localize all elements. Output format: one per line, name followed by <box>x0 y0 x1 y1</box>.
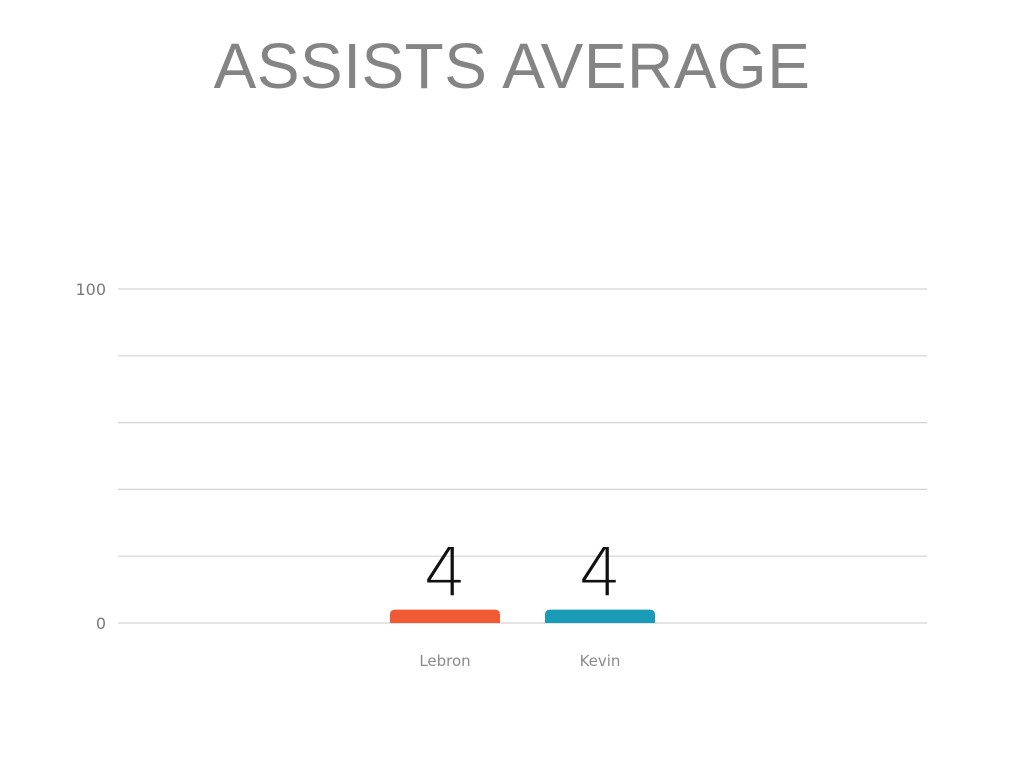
x-category-label: Lebron <box>419 652 470 670</box>
bars <box>390 609 655 623</box>
y-tick-label: 100 <box>75 280 106 299</box>
bar-kevin <box>545 609 655 623</box>
gridlines <box>118 288 927 624</box>
bar-lebron <box>390 609 500 623</box>
y-tick-label: 0 <box>96 614 106 633</box>
y-axis-ticks: 0 100 <box>75 280 106 633</box>
data-label: 4 <box>424 535 466 612</box>
labels: 4 Lebron 4 Kevin <box>419 535 621 670</box>
chart-title: ASSISTS AVERAGE <box>213 30 811 102</box>
x-category-label: Kevin <box>580 652 621 670</box>
data-label: 4 <box>579 535 621 612</box>
